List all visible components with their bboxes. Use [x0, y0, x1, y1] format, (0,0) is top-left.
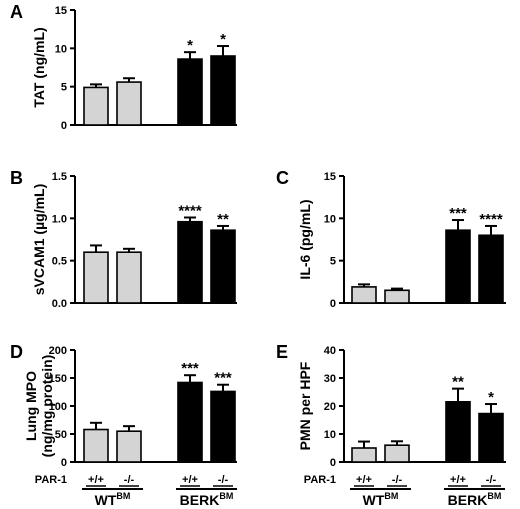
significance-marker: * — [187, 37, 193, 54]
group-superscript: BM — [219, 491, 233, 501]
bar — [177, 220, 203, 304]
bar — [384, 444, 410, 463]
y-axis-label: Lung MPO — [23, 371, 39, 441]
genotype-label: +/+ — [356, 474, 372, 486]
panel-label: E — [276, 342, 288, 362]
group-superscript: BM — [116, 491, 130, 501]
group-name: BERK — [180, 492, 220, 508]
panel-label: D — [10, 342, 23, 362]
y-axis-label-line2: (ng/mg protein) — [39, 355, 55, 458]
significance-marker: **** — [479, 211, 503, 228]
y-tick-label: 20 — [324, 401, 336, 413]
bar — [445, 400, 471, 463]
panel-label: B — [10, 168, 23, 188]
bar — [478, 234, 504, 304]
significance-marker: *** — [449, 205, 467, 222]
y-axis-label: sVCAM1 (µg/mL) — [31, 184, 47, 296]
panel-label: C — [276, 168, 289, 188]
y-tick-label: 0 — [330, 298, 336, 310]
bar — [445, 229, 471, 304]
genotype-label: -/- — [392, 474, 403, 486]
genotype-row-label: PAR-1 — [35, 474, 67, 486]
y-axis-label: PMN per HPF — [297, 361, 313, 450]
genotype-label: +/+ — [88, 474, 104, 486]
group-label: BERKBM — [448, 491, 502, 508]
bar — [83, 251, 109, 304]
y-tick-label: 0.0 — [52, 298, 67, 310]
y-tick-label: 15 — [55, 5, 67, 17]
significance-marker: *** — [181, 360, 199, 377]
y-tick-label: 1.5 — [52, 171, 67, 183]
bar — [210, 390, 236, 463]
panel-label: A — [10, 2, 23, 22]
bar — [83, 86, 109, 126]
bar — [351, 286, 377, 304]
group-superscript: BM — [487, 491, 501, 501]
y-tick-label: 50 — [55, 429, 67, 441]
y-tick-label: 0 — [330, 457, 336, 469]
bar — [116, 430, 142, 463]
bar — [478, 412, 504, 463]
significance-marker: ** — [217, 211, 229, 228]
significance-marker: * — [220, 31, 226, 48]
y-tick-label: 0 — [61, 457, 67, 469]
y-tick-label: 30 — [324, 373, 336, 385]
bar — [116, 81, 142, 126]
y-axis-label: TAT (ng/mL) — [31, 27, 47, 107]
y-tick-label: 5 — [330, 256, 336, 268]
y-tick-label: 200 — [49, 345, 67, 357]
significance-marker: * — [488, 389, 494, 406]
y-tick-label: 10 — [324, 429, 336, 441]
significance-marker: ** — [452, 374, 464, 391]
genotype-row-label: PAR-1 — [304, 474, 336, 486]
genotype-label: +/+ — [450, 474, 466, 486]
y-tick-label: 100 — [49, 401, 67, 413]
y-tick-label: 150 — [49, 373, 67, 385]
genotype-label: -/- — [124, 474, 135, 486]
y-tick-label: 0 — [61, 120, 67, 132]
bar — [210, 229, 236, 304]
group-superscript: BM — [384, 491, 398, 501]
group-name: WT — [363, 492, 385, 508]
genotype-label: -/- — [486, 474, 497, 486]
y-tick-label: 0.5 — [52, 256, 67, 268]
bar — [116, 251, 142, 304]
group-label: BERKBM — [180, 491, 234, 508]
panel-a: A TAT (ng/mL) 0 5 10 15 * * — [10, 2, 237, 132]
significance-marker: **** — [178, 202, 202, 219]
bar — [83, 428, 109, 463]
group-name: WT — [95, 492, 117, 508]
y-tick-label: 40 — [324, 345, 336, 357]
y-axis-label: IL-6 (pg/mL) — [297, 199, 313, 279]
y-tick-label: 1.0 — [52, 213, 67, 225]
bar — [384, 289, 410, 304]
significance-marker: *** — [214, 370, 232, 387]
bar — [177, 58, 203, 126]
group-label: WTBM — [363, 491, 399, 508]
group-label: WTBM — [95, 491, 131, 508]
genotype-label: -/- — [218, 474, 229, 486]
group-name: BERK — [448, 492, 488, 508]
bar — [210, 55, 236, 126]
y-tick-label: 10 — [324, 213, 336, 225]
bar — [351, 447, 377, 463]
y-tick-label: 15 — [324, 171, 336, 183]
y-tick-label: 10 — [55, 43, 67, 55]
y-tick-label: 5 — [61, 82, 67, 94]
genotype-label: +/+ — [182, 474, 198, 486]
bar — [177, 381, 203, 463]
